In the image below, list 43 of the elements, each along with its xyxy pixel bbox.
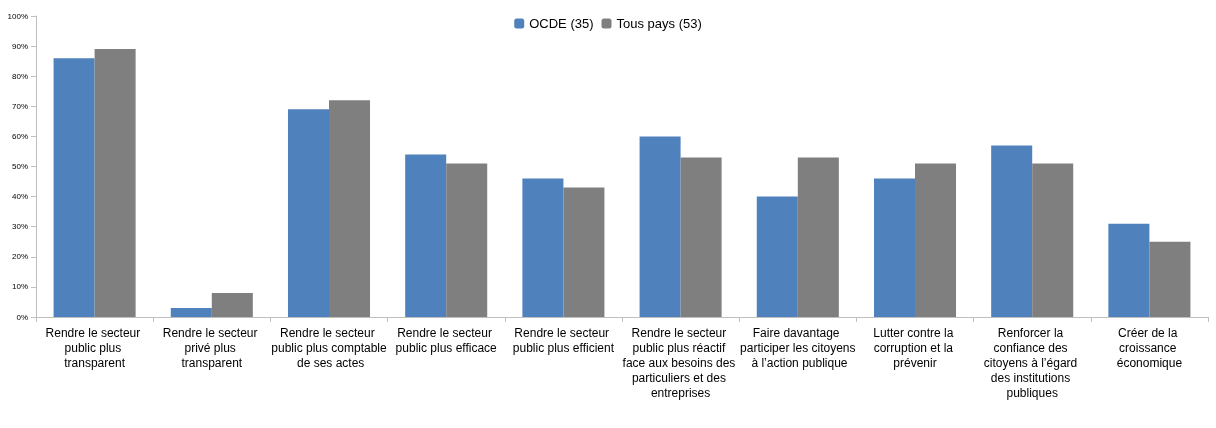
x-tick-label: Renforcer la confiance des citoyens à l’égard des institutions publiques [983,325,1081,400]
y-tick-label: 50% [11,162,28,171]
bar [446,163,488,317]
bar [756,196,798,317]
bar [873,178,915,317]
x-tick-label: Faire davantage participer les citoyens à l’action publique [740,325,856,370]
x-tick-label: Rendre le secteur privé plus transparent [162,325,261,370]
y-tick-label: 70% [11,101,28,111]
bar [287,109,329,317]
bar [53,58,95,317]
x-tick-label: Créer de la croissance économique [1116,325,1183,370]
bar [915,163,957,317]
bar [563,187,605,317]
bar [211,292,253,317]
bar [405,154,447,317]
x-tick-label: Rendre le secteur public plus réactif face aux besoins des particuliers et des entreprises [622,325,739,400]
legend-label: Tous pays (53) [616,16,702,31]
x-tick-label: Lutter contre la corruption et la prévenir [873,325,957,370]
bar [522,178,564,317]
x-tick-label: Rendre le secteur public plus efficient [512,325,615,355]
x-tick-label: Rendre le secteur public plus comptable de ses actes [271,325,388,370]
bar [1149,241,1191,317]
y-tick-label: 100% [7,11,28,21]
bar [1032,163,1074,317]
y-tick-label: 80% [11,71,28,81]
y-tick-label: 20% [11,252,28,262]
y-tick-label: 30% [11,222,28,232]
y-tick-label: 10% [11,282,28,292]
bar [639,136,681,317]
x-tick-label: Rendre le secteur public plus transparent [45,325,144,370]
y-tick-label: 90% [11,41,28,51]
bar [797,157,839,317]
y-tick-label: 40% [11,192,28,202]
bar [991,145,1033,317]
bar [170,307,212,317]
legend-label: OCDE (35) [529,16,594,31]
y-tick-label: 60% [11,131,28,141]
bar [94,49,136,317]
bar [329,100,371,317]
y-tick-label: 0% [16,312,28,322]
bar [680,157,722,317]
x-tick-label: Rendre le secteur public plus efficace [395,325,498,355]
bar [1108,223,1150,317]
